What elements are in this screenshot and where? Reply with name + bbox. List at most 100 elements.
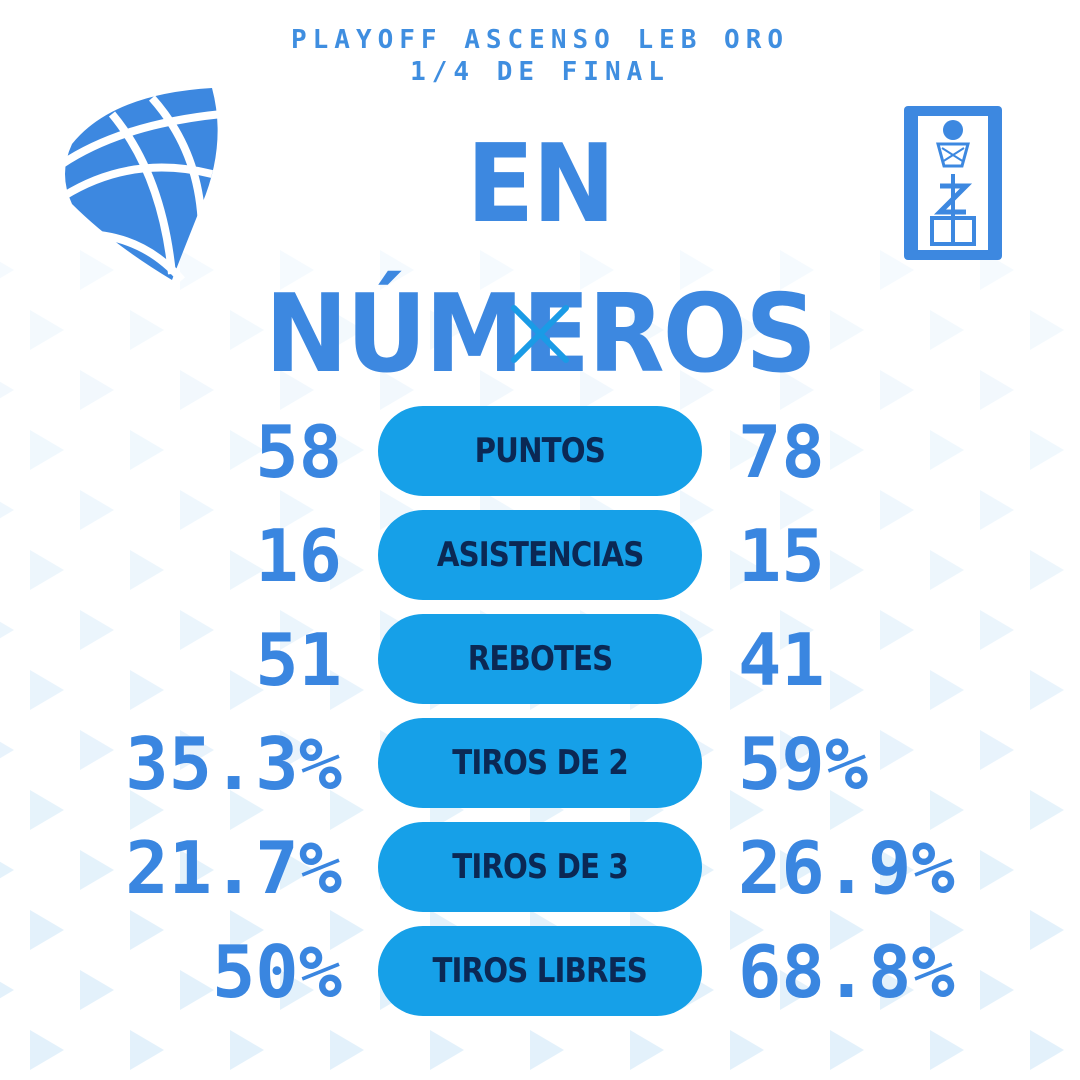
pattern-triangle (130, 310, 164, 350)
stat-label: TIROS DE 2 (452, 743, 628, 783)
pattern-triangle (330, 430, 364, 470)
stat-left-value: 35.3% (125, 722, 342, 806)
pattern-triangle (980, 490, 1014, 530)
pattern-triangle (180, 490, 214, 530)
pattern-triangle (30, 550, 64, 590)
pattern-triangle (930, 670, 964, 710)
pattern-triangle (730, 790, 764, 830)
stat-label-pill: REBOTES (378, 614, 702, 704)
stat-left-value: 50% (211, 930, 342, 1014)
pattern-triangle (1030, 910, 1064, 950)
pattern-triangle (80, 970, 114, 1010)
stat-right-value: 78 (738, 410, 825, 494)
pattern-triangle (980, 730, 1014, 770)
pattern-triangle (930, 430, 964, 470)
pattern-triangle (930, 1030, 964, 1070)
pattern-triangle (380, 370, 414, 410)
pattern-triangle (180, 850, 214, 890)
pattern-triangle (330, 1030, 364, 1070)
pattern-triangle (980, 610, 1014, 650)
pattern-triangle (930, 790, 964, 830)
pattern-triangle (980, 970, 1014, 1010)
stat-label: ASISTENCIAS (436, 535, 644, 575)
header-line2: 1/4 DE FINAL (410, 57, 670, 87)
pattern-triangle (30, 790, 64, 830)
pattern-triangle (830, 790, 864, 830)
pattern-triangle (1030, 550, 1064, 590)
pattern-triangle (580, 370, 614, 410)
stat-left-value: 16 (255, 514, 342, 598)
pattern-triangle (830, 670, 864, 710)
pattern-triangle (80, 250, 114, 290)
pattern-triangle (780, 850, 814, 890)
pattern-triangle (1030, 1030, 1064, 1070)
pattern-triangle (380, 250, 414, 290)
pattern-triangle (130, 790, 164, 830)
pattern-triangle (730, 910, 764, 950)
pattern-triangle (130, 430, 164, 470)
pattern-triangle (580, 250, 614, 290)
pattern-triangle (280, 610, 314, 650)
pattern-triangle (30, 310, 64, 350)
stat-label-pill: TIROS DE 3 (378, 822, 702, 912)
pattern-triangle (430, 1030, 464, 1070)
stat-label-pill: PUNTOS (378, 406, 702, 496)
pattern-triangle (180, 250, 214, 290)
pattern-triangle (230, 670, 264, 710)
pattern-triangle (730, 670, 764, 710)
pattern-triangle (80, 370, 114, 410)
pattern-triangle (830, 910, 864, 950)
stat-label-pill: ASISTENCIAS (378, 510, 702, 600)
pattern-triangle (980, 370, 1014, 410)
pattern-triangle (280, 730, 314, 770)
stat-left-value: 58 (255, 410, 342, 494)
pattern-triangle (680, 250, 714, 290)
pattern-triangle (1030, 670, 1064, 710)
stat-row-tiros-de-3: 21.7% TIROS DE 3 26.9% (0, 822, 1080, 914)
stat-label: REBOTES (467, 639, 613, 679)
pattern-triangle (0, 741, 14, 759)
pattern-triangle (730, 310, 764, 350)
pattern-triangle (80, 610, 114, 650)
pattern-triangle (1030, 790, 1064, 830)
pattern-triangle (130, 1030, 164, 1070)
stat-right-value: 41 (738, 618, 825, 702)
pattern-triangle (780, 730, 814, 770)
pattern-triangle (880, 850, 914, 890)
pattern-triangle (730, 1030, 764, 1070)
pattern-triangle (680, 490, 714, 530)
pattern-triangle (1030, 310, 1064, 350)
pattern-triangle (930, 550, 964, 590)
stat-label: TIROS DE 3 (452, 847, 628, 887)
pattern-triangle (330, 790, 364, 830)
pattern-triangle (880, 370, 914, 410)
pattern-triangle (30, 910, 64, 950)
pattern-triangle (180, 730, 214, 770)
pattern-triangle (80, 490, 114, 530)
stat-right-value: 59% (738, 722, 869, 806)
pattern-triangle (30, 670, 64, 710)
pattern-triangle (230, 430, 264, 470)
stat-label: PUNTOS (474, 431, 606, 471)
pattern-triangle (730, 550, 764, 590)
pattern-triangle (0, 621, 14, 639)
pattern-triangle (630, 310, 664, 350)
header-line1: PLAYOFF ASCENSO LEB ORO (290, 25, 790, 55)
stat-row-tiros-de-2: 35.3% TIROS DE 2 59% (0, 718, 1080, 810)
pattern-triangle (880, 970, 914, 1010)
pattern-triangle (230, 790, 264, 830)
pattern-triangle (130, 670, 164, 710)
pattern-triangle (130, 550, 164, 590)
stat-row-puntos: 58 PUNTOS 78 (0, 406, 1080, 498)
pattern-triangle (230, 310, 264, 350)
pattern-triangle (830, 310, 864, 350)
pattern-triangle (880, 490, 914, 530)
stat-right-value: 26.9% (738, 826, 955, 910)
pattern-triangle (130, 910, 164, 950)
header: PLAYOFF ASCENSO LEB ORO 1/4 DE FINAL (0, 24, 1080, 88)
pattern-triangle (280, 850, 314, 890)
stat-label-pill: TIROS LIBRES (378, 926, 702, 1016)
pattern-triangle (730, 430, 764, 470)
pattern-triangle (280, 970, 314, 1010)
